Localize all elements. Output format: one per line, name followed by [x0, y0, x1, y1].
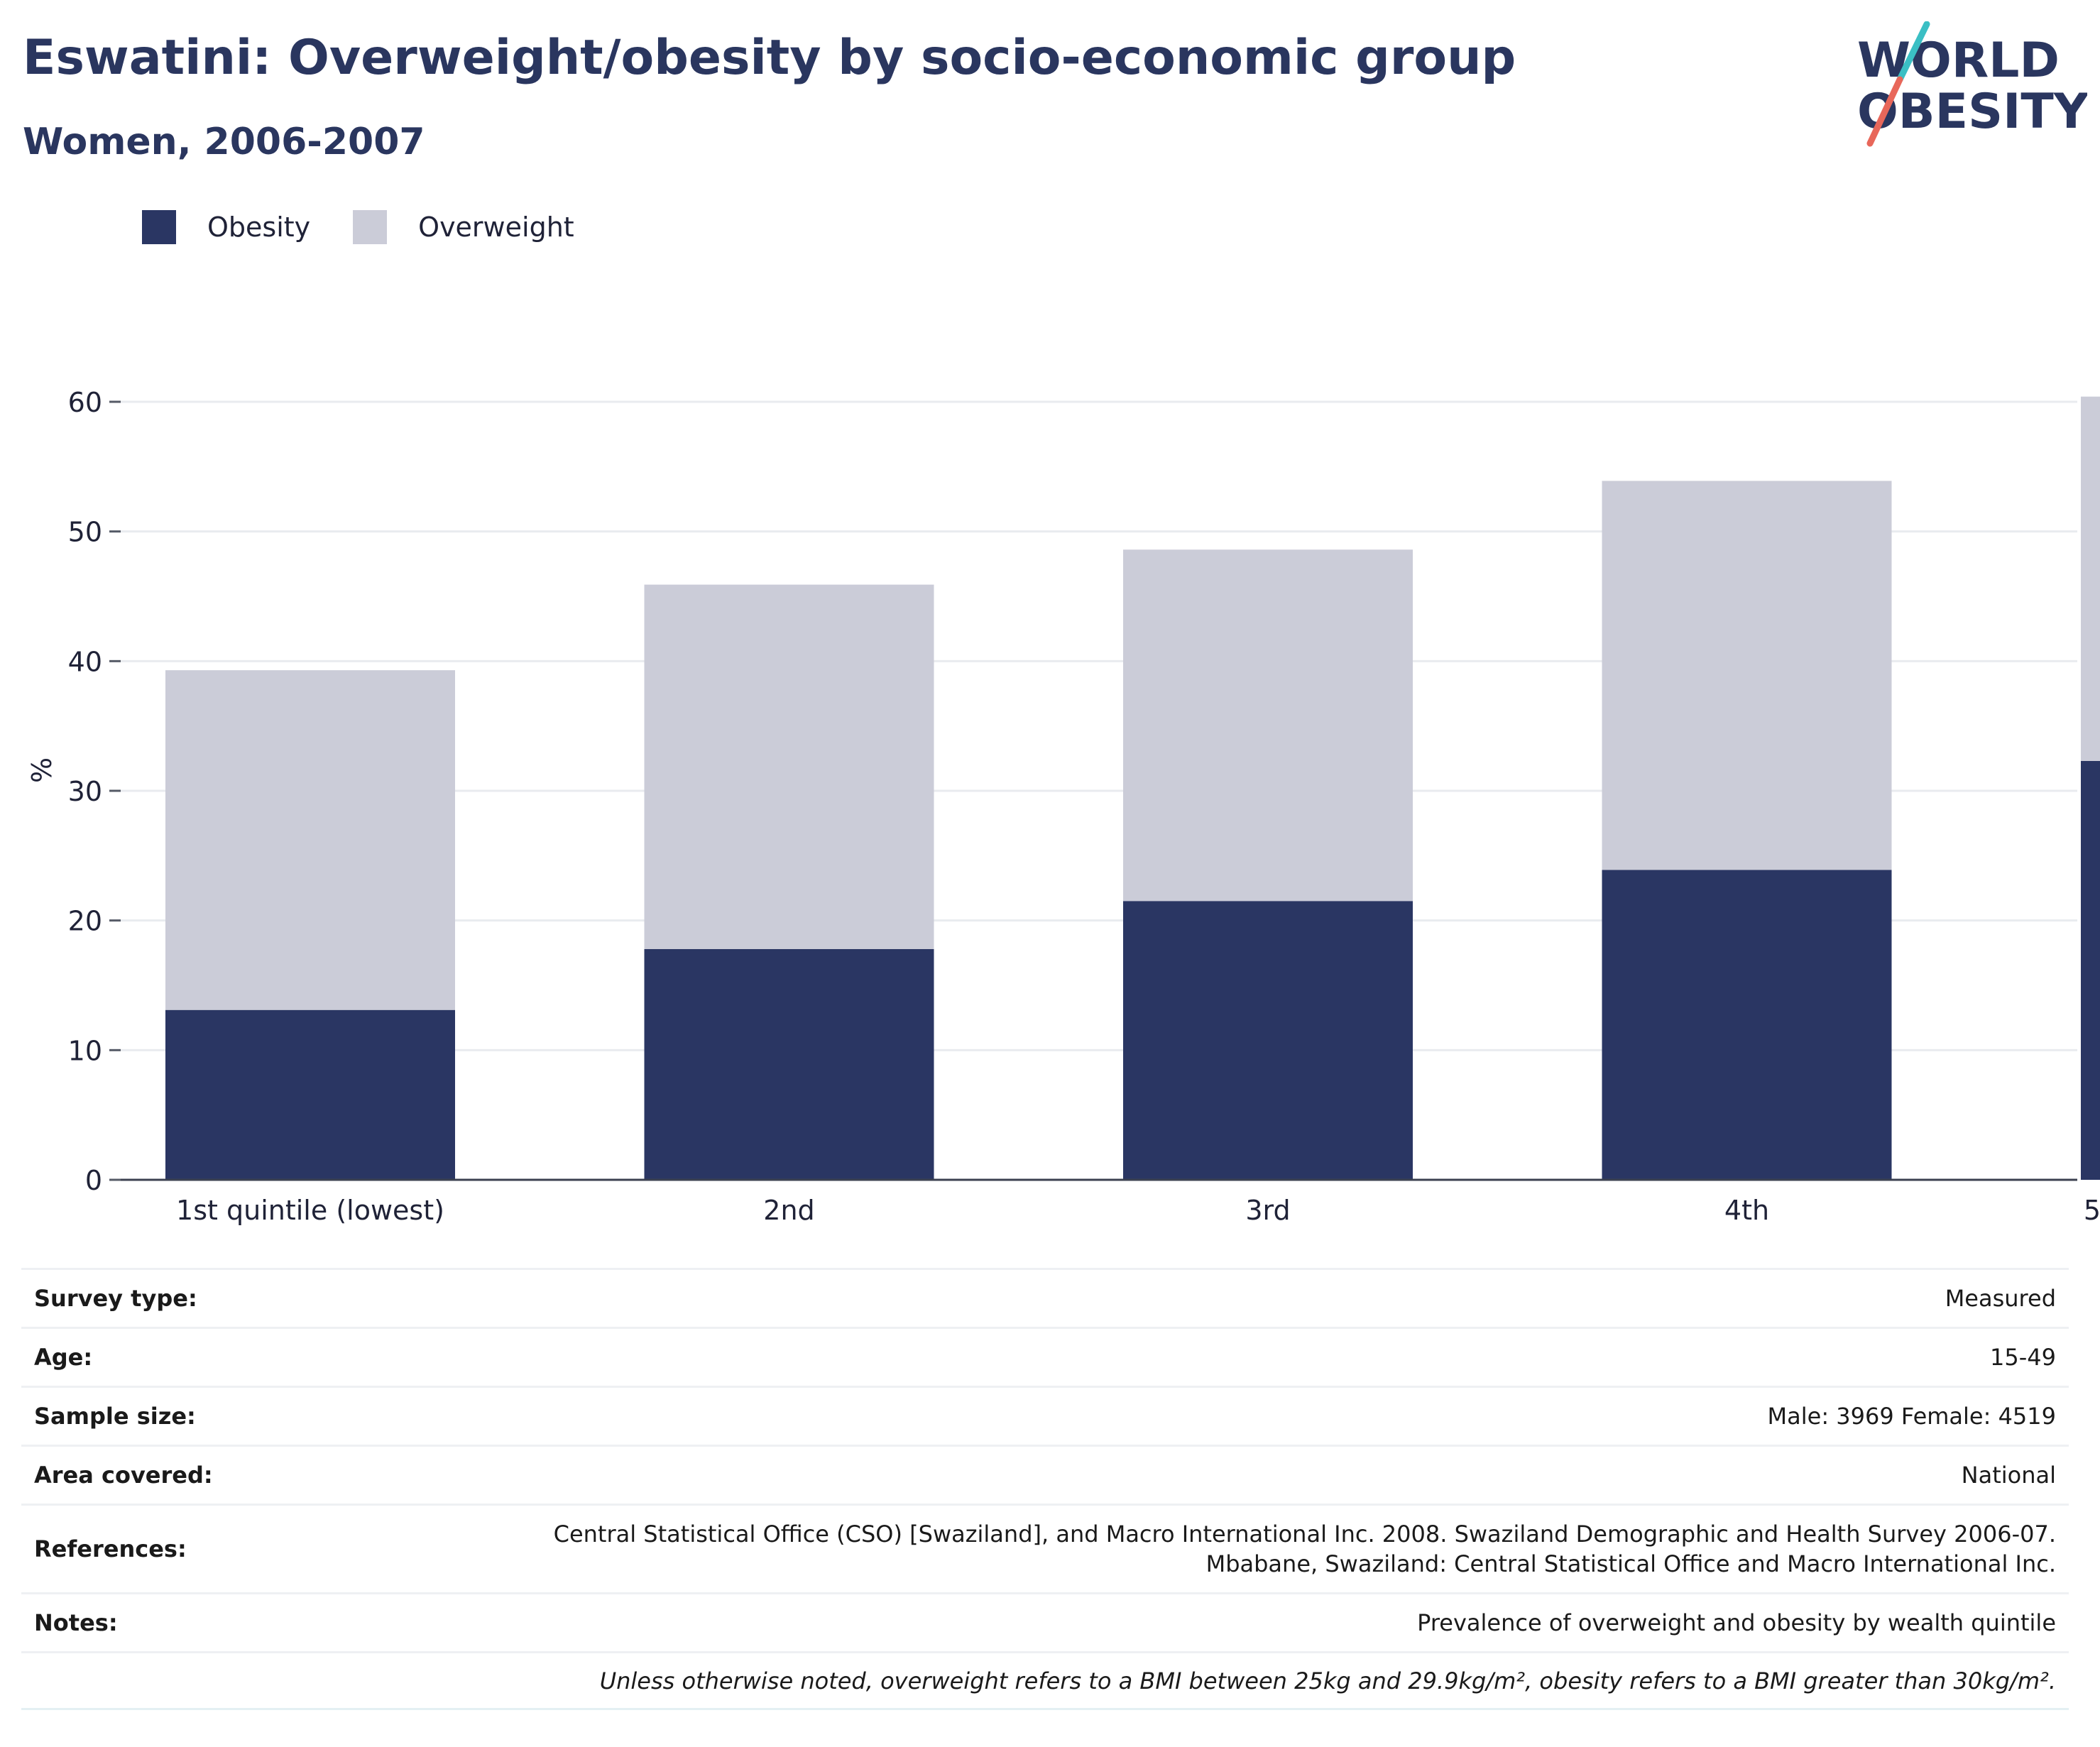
y-tick-label: 30	[68, 776, 102, 807]
x-tick-label: 5th quintile (highest)	[2084, 1195, 2100, 1226]
x-tick-label: 3rd	[1245, 1195, 1290, 1226]
meta-row-footnote: Unless otherwise noted, overweight refer…	[21, 1651, 2069, 1710]
legend-item-obesity: Obesity	[142, 210, 310, 244]
page-title: Eswatini: Overweight/obesity by socio-ec…	[23, 30, 1516, 86]
page-subtitle: Women, 2006-2007	[23, 121, 425, 163]
meta-row-references: References: Central Statistical Office (…	[21, 1504, 2069, 1592]
legend-swatch-obesity	[142, 210, 176, 244]
bar-overweight	[2081, 396, 2100, 761]
x-tick-label: 1st quintile (lowest)	[176, 1195, 444, 1226]
y-tick-label: 0	[85, 1165, 102, 1196]
legend-label-overweight: Overweight	[418, 212, 574, 243]
meta-value: Male: 3969 Female: 4519	[1767, 1403, 2056, 1430]
x-tick-label: 4th	[1724, 1195, 1769, 1226]
meta-label: Age:	[34, 1344, 93, 1371]
meta-row-area-covered: Area covered: National	[21, 1445, 2069, 1504]
bar-overweight	[644, 584, 934, 949]
meta-value: National	[1961, 1462, 2056, 1489]
stacked-bar-chart: 0 10 20 30 40 50 60 1st quintile (lowest) 2nd 3r…	[26, 387, 2100, 1226]
logo-line1: WORLD	[1857, 33, 2060, 89]
meta-value: 15-49	[1990, 1344, 2056, 1371]
chart-legend: Obesity Overweight	[142, 210, 617, 244]
meta-label: References:	[34, 1535, 187, 1562]
bar-obesity	[2081, 760, 2100, 1180]
meta-label: Area covered:	[34, 1462, 213, 1489]
logo-teal-slash	[1896, 21, 1930, 83]
x-axis-ticks: 1st quintile (lowest) 2nd 3rd 4th 5th quinti…	[121, 1178, 2100, 1226]
meta-label: Survey type:	[34, 1285, 197, 1312]
meta-value: Measured	[1945, 1285, 2056, 1312]
meta-row-survey-type: Survey type: Measured	[21, 1268, 2069, 1327]
y-tick-label: 10	[68, 1035, 102, 1066]
legend-label-obesity: Obesity	[207, 212, 311, 243]
bar-overweight	[1602, 481, 1892, 870]
bar-obesity	[644, 948, 934, 1180]
metadata-table: Survey type: Measured Age: 15-49 Sample …	[21, 1268, 2069, 1710]
y-axis-ticks: 0 10 20 30 40 50 60	[68, 387, 121, 1196]
bar-overweight	[165, 670, 455, 1010]
y-tick-label: 50	[68, 517, 102, 548]
meta-row-notes: Notes: Prevalence of overweight and obes…	[21, 1592, 2069, 1651]
meta-row-sample-size: Sample size: Male: 3969 Female: 4519	[21, 1386, 2069, 1445]
logo-red-slash	[1866, 76, 1903, 147]
bar-obesity	[1123, 901, 1413, 1180]
meta-value: Central Statistical Office (CSO) [Swazil…	[553, 1521, 2056, 1577]
meta-value: Prevalence of overweight and obesity by …	[1417, 1609, 2056, 1636]
chart-bars	[165, 396, 2100, 1180]
y-axis-label: %	[26, 757, 58, 783]
y-tick-label: 40	[68, 646, 102, 677]
y-tick-label: 20	[68, 906, 102, 937]
legend-item-overweight: Overweight	[353, 210, 574, 244]
world-obesity-logo: WORLD OBESITY	[1857, 21, 2087, 147]
footnote: Unless otherwise noted, overweight refer…	[599, 1667, 2056, 1694]
bar-overweight	[1123, 549, 1413, 902]
legend-swatch-overweight	[353, 210, 388, 244]
bar-obesity	[1602, 870, 1892, 1180]
x-tick-label: 2nd	[763, 1195, 814, 1226]
meta-label: Sample size:	[34, 1403, 196, 1430]
bar-obesity	[165, 1009, 455, 1180]
meta-row-age: Age: 15-49	[21, 1327, 2069, 1386]
meta-label: Notes:	[34, 1609, 118, 1636]
y-tick-label: 60	[68, 387, 102, 418]
